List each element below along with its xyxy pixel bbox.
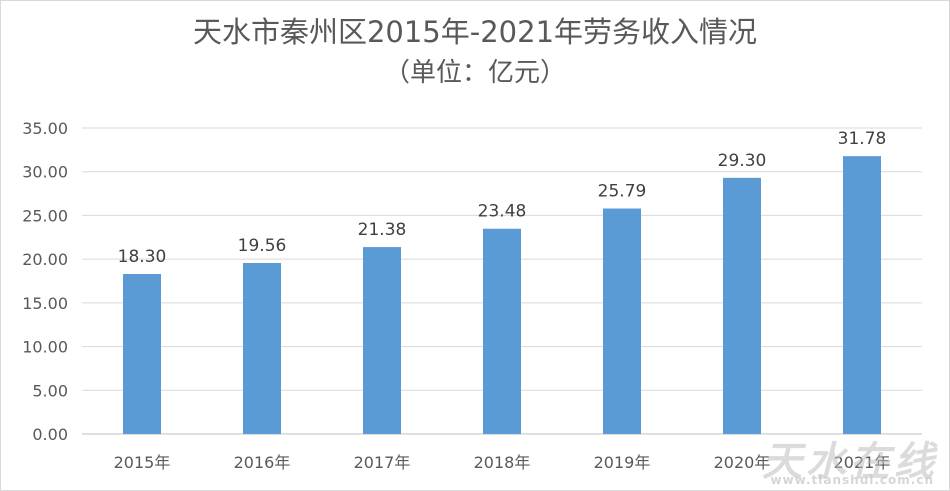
y-tick-label: 0.00 (32, 425, 68, 444)
x-tick-label: 2020年 (714, 453, 771, 472)
x-tick-label: 2015年 (114, 453, 171, 472)
data-label: 23.48 (478, 202, 527, 222)
bar (123, 274, 161, 434)
watermark-logo-text: 天水在线 (762, 439, 938, 485)
y-tick-label: 5.00 (32, 381, 68, 400)
y-tick-label: 10.00 (22, 338, 68, 357)
bar (243, 262, 281, 434)
data-label: 18.30 (118, 247, 167, 267)
bar (603, 208, 641, 434)
site-watermark: 天水在线 www.tianshui.com.cn (754, 429, 944, 489)
bar (723, 177, 761, 434)
x-tick-label: 2016年 (234, 453, 291, 472)
data-label: 25.79 (598, 182, 647, 202)
y-tick-label: 30.00 (22, 163, 68, 182)
bar (483, 228, 521, 434)
x-tick-label: 2017年 (354, 453, 411, 472)
data-label: 21.38 (358, 220, 407, 240)
data-label: 29.30 (718, 151, 767, 171)
x-tick-label: 2021年 (834, 453, 891, 472)
bar (363, 247, 401, 434)
x-tick-label: 2018年 (474, 453, 531, 472)
x-tick-label: 2019年 (594, 453, 651, 472)
chart-title: 天水市秦州区2015年-2021年劳务收入情况 (192, 15, 758, 49)
y-tick-label: 15.00 (22, 294, 68, 313)
y-tick-label: 25.00 (22, 206, 68, 225)
bar (843, 156, 881, 435)
watermark-url: www.tianshui.com.cn (770, 473, 934, 487)
chart-subtitle: （单位：亿元） (383, 58, 566, 88)
y-tick-label: 35.00 (22, 119, 68, 138)
data-label: 31.78 (838, 129, 887, 149)
y-tick-label: 20.00 (22, 250, 68, 269)
data-label: 19.56 (238, 236, 287, 256)
